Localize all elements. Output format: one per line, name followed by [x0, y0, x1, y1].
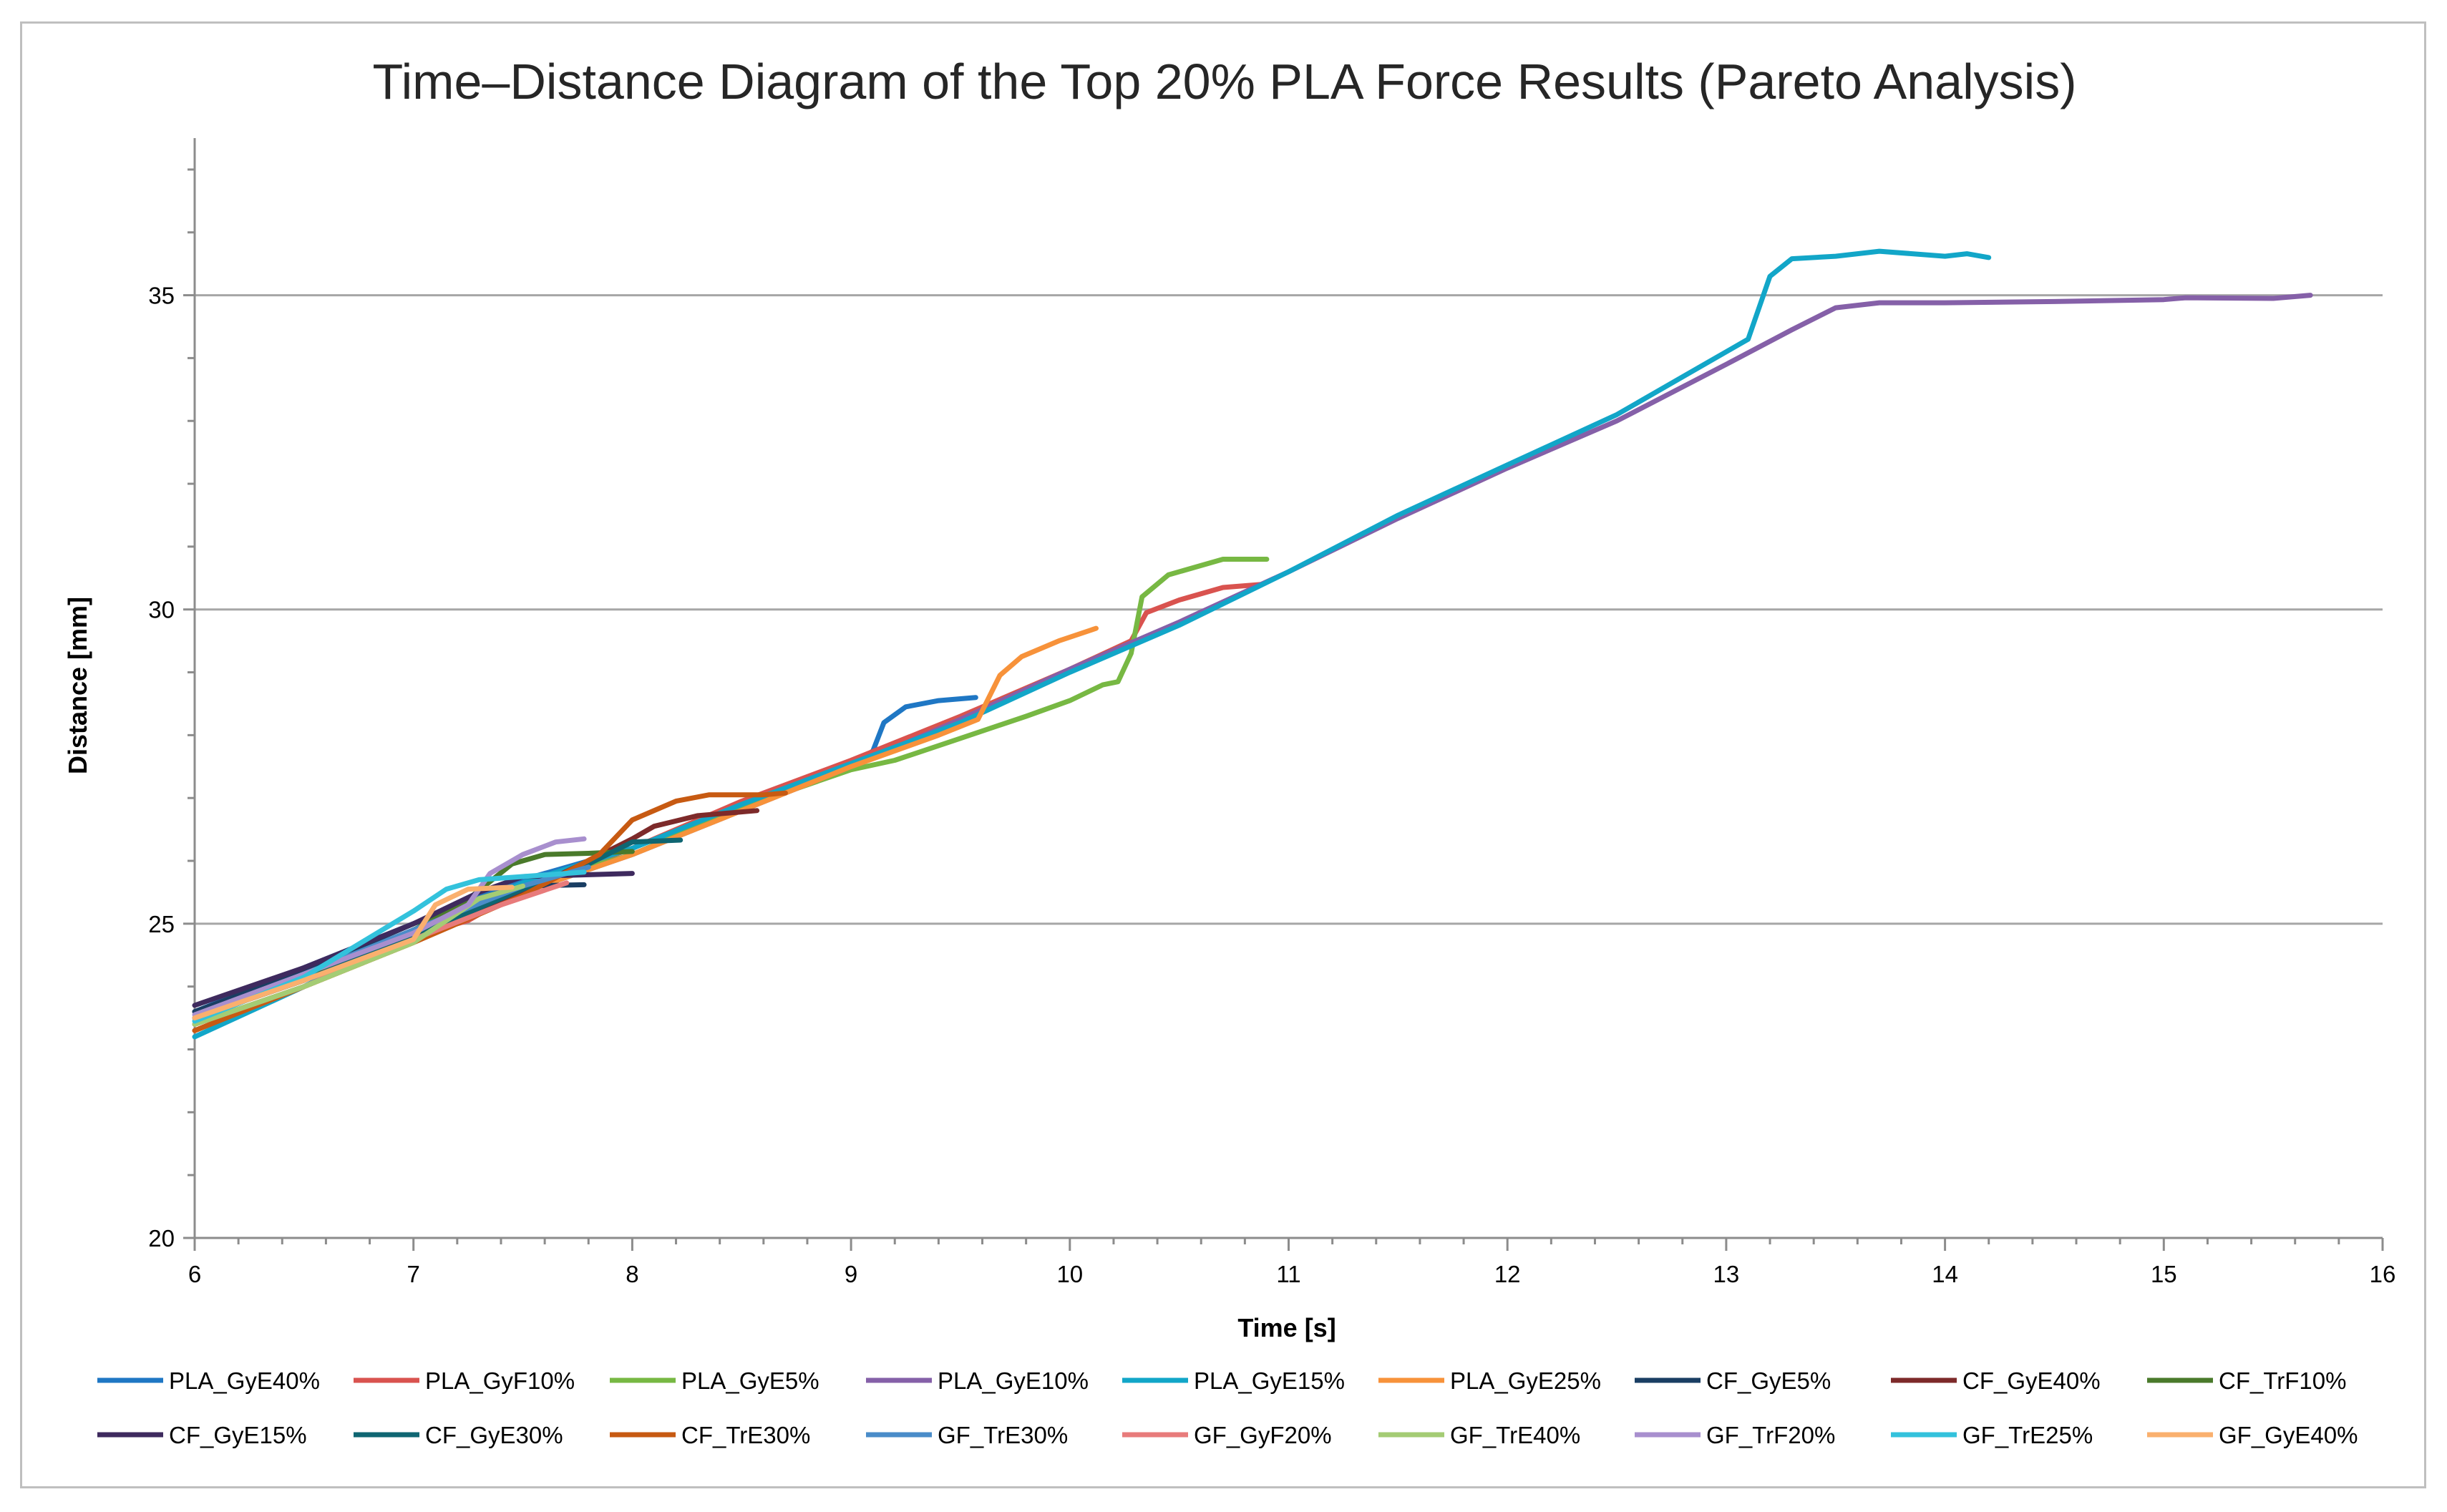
legend-label: GF_TrE40% [1450, 1422, 1580, 1448]
legend-label: CF_GyE40% [1962, 1367, 2101, 1394]
y-tick-label: 20 [148, 1225, 175, 1252]
legend-item: PLA_GyE5% [610, 1367, 819, 1394]
legend-item: CF_GyE5% [1635, 1367, 1831, 1394]
legend-item: CF_TrF10% [2147, 1367, 2346, 1394]
series-line-gf-gye40- [192, 884, 515, 1021]
legend-item: GF_GyE40% [2147, 1422, 2358, 1448]
legend-item: CF_TrE30% [610, 1422, 810, 1448]
legend-label: GF_TrF20% [1706, 1422, 1835, 1448]
legend-item: GF_TrE30% [866, 1422, 1068, 1448]
x-tick-label: 9 [845, 1261, 857, 1287]
legend-item: GF_GyF20% [1122, 1422, 1332, 1448]
legend-item: PLA_GyE40% [97, 1367, 320, 1394]
legend-label: CF_GyE15% [169, 1422, 307, 1448]
legend-label: GF_TrE30% [938, 1422, 1068, 1448]
legend-item: PLA_GyE15% [1122, 1367, 1345, 1394]
legend-label: PLA_GyE5% [681, 1367, 819, 1394]
series-line-gf-tre40- [192, 883, 525, 1027]
legend-label: GF_GyE40% [2219, 1422, 2358, 1448]
legend: PLA_GyE40% PLA_GyF10% PLA_GyE5% PLA_GyE10% P… [97, 1367, 2358, 1448]
x-axis-label: Time [s] [1237, 1313, 1336, 1342]
legend-item: PLA_GyE25% [1378, 1367, 1601, 1394]
series-line-gf-tre25- [192, 869, 587, 1024]
x-tick-label: 7 [407, 1261, 420, 1287]
legend-label: GF_TrE25% [1962, 1422, 2093, 1448]
x-tick-label: 14 [1932, 1261, 1958, 1287]
legend-label: PLA_GyE25% [1450, 1367, 1601, 1394]
legend-item: CF_GyE30% [354, 1422, 563, 1448]
y-tick-label: 25 [148, 911, 175, 937]
x-tick-label: 6 [188, 1261, 201, 1287]
chart-svg: Time–Distance Diagram of the Top 20% PLA… [63, 54, 2395, 1448]
legend-label: PLA_GyE10% [938, 1367, 1089, 1394]
legend-label: CF_TrE30% [681, 1422, 810, 1448]
y-axis-label: Distance [mm] [63, 597, 92, 774]
legend-item: GF_TrE40% [1378, 1422, 1580, 1448]
y-tick-label: 35 [148, 283, 175, 309]
series-line-pla-gye10- [192, 293, 2313, 1015]
legend-label: GF_GyF20% [1194, 1422, 1332, 1448]
legend-label: PLA_GyE15% [1194, 1367, 1345, 1394]
legend-label: CF_GyE5% [1706, 1367, 1831, 1394]
legend-item: CF_GyE40% [1891, 1367, 2101, 1394]
chart-frame: Time–Distance Diagram of the Top 20% PLA… [20, 21, 2426, 1488]
x-tick-label: 13 [1713, 1261, 1740, 1287]
x-tick-label: 15 [2151, 1261, 2177, 1287]
x-tick-label: 8 [626, 1261, 638, 1287]
x-tick-label: 10 [1056, 1261, 1083, 1287]
legend-item: CF_GyE15% [97, 1422, 307, 1448]
x-tick-label: 11 [1276, 1261, 1300, 1287]
axes: 20 25 30 35 6 7 8 9 10 11 12 13 14 15 16 [148, 138, 2395, 1287]
legend-label: PLA_GyE40% [169, 1367, 320, 1394]
y-tick-label: 30 [148, 597, 175, 623]
legend-item: GF_TrF20% [1635, 1422, 1835, 1448]
legend-item: PLA_GyF10% [354, 1367, 575, 1394]
legend-label: CF_GyE30% [425, 1422, 563, 1448]
legend-item: GF_TrE25% [1891, 1422, 2093, 1448]
gridlines [195, 294, 2383, 925]
legend-item: PLA_GyE10% [866, 1367, 1089, 1394]
series-lines [192, 248, 2313, 1040]
x-tick-label: 12 [1494, 1261, 1521, 1287]
legend-label: CF_TrF10% [2219, 1367, 2346, 1394]
x-tick-label: 16 [2370, 1261, 2396, 1287]
chart-title: Time–Distance Diagram of the Top 20% PLA… [372, 54, 2076, 109]
legend-label: PLA_GyF10% [425, 1367, 575, 1394]
